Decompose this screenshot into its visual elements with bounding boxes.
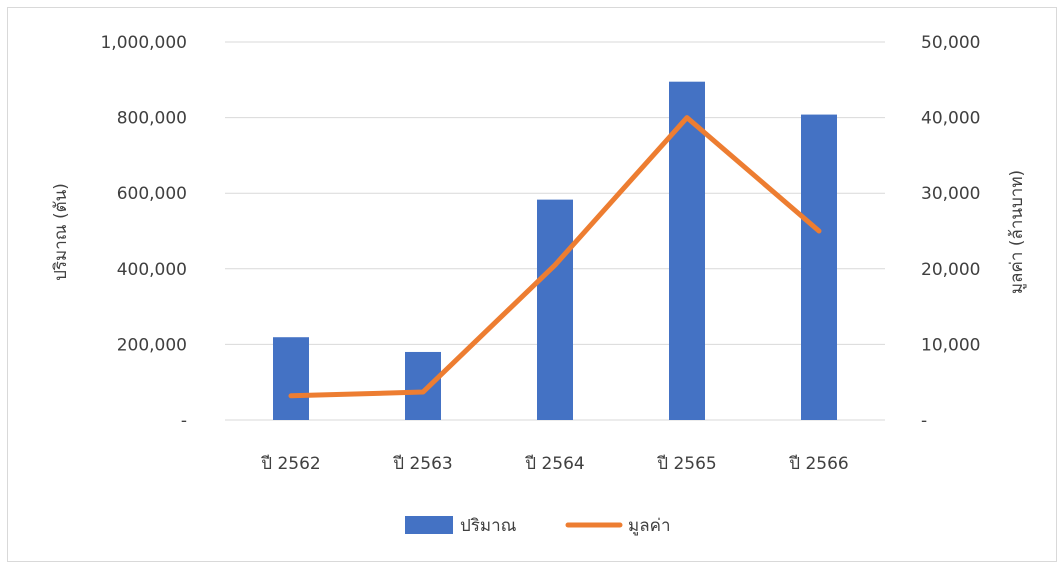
bar-series — [273, 81, 837, 421]
category-label: ปี 2565 — [656, 454, 716, 474]
bar — [273, 337, 309, 420]
legend-label-line: มูลค่า — [628, 516, 671, 536]
bar — [537, 199, 573, 420]
category-label: ปี 2562 — [260, 454, 320, 474]
bar — [405, 351, 441, 420]
legend-label-bar: ปริมาณ — [460, 516, 517, 536]
category-label: ปี 2566 — [788, 454, 848, 474]
right-axis-title: มูลค่า (ล้านบาท) — [1007, 170, 1027, 294]
left-tick-label: 400,000 — [117, 260, 187, 280]
right-tick-label: - — [921, 411, 927, 431]
bar — [801, 114, 837, 421]
gridlines — [225, 41, 885, 421]
category-label: ปี 2563 — [392, 454, 452, 474]
legend: ปริมาณ มูลค่า — [405, 516, 671, 536]
left-tick-label: 600,000 — [117, 184, 187, 204]
right-tick-label: 20,000 — [921, 260, 980, 280]
left-tick-label: 1,000,000 — [100, 33, 187, 53]
category-label: ปี 2564 — [524, 454, 584, 474]
category-axis-ticks: ปี 2562 ปี 2563 ปี 2564 ปี 2565 ปี 2566 — [260, 454, 848, 474]
line-series — [288, 115, 822, 399]
right-tick-label: 40,000 — [921, 109, 980, 129]
left-axis-title: ปริมาณ (ตัน) — [51, 183, 71, 281]
left-axis-ticks: - 200,000 400,000 600,000 800,000 1,000,000 — [100, 33, 187, 431]
right-tick-label: 30,000 — [921, 184, 980, 204]
bar — [669, 81, 705, 420]
left-tick-label: - — [181, 411, 187, 431]
left-tick-label: 800,000 — [117, 109, 187, 129]
right-tick-label: 50,000 — [921, 33, 980, 53]
legend-swatch-bar — [405, 516, 453, 534]
right-tick-label: 10,000 — [921, 335, 980, 355]
right-axis-ticks: - 10,000 20,000 30,000 40,000 50,000 — [921, 33, 980, 431]
left-tick-label: 200,000 — [117, 335, 187, 355]
